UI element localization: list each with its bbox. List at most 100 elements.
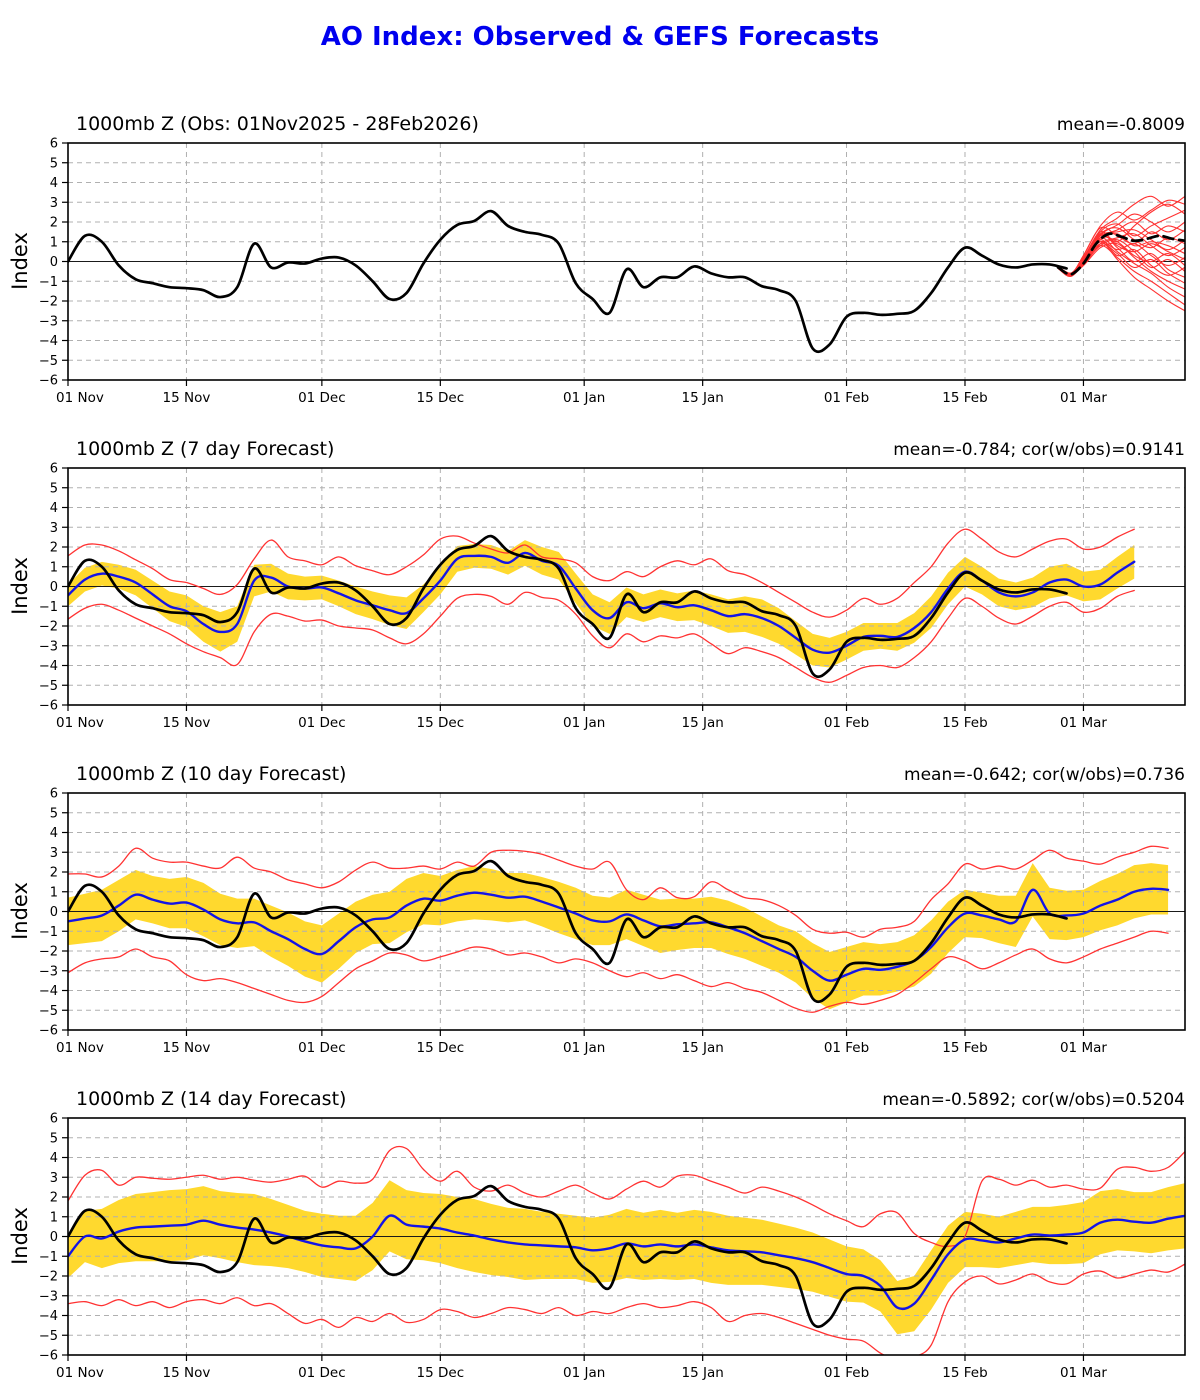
ensemble-members xyxy=(1057,195,1185,312)
svg-text:3: 3 xyxy=(50,196,58,211)
svg-text:−4: −4 xyxy=(39,1309,58,1324)
svg-text:6: 6 xyxy=(50,462,58,477)
svg-text:01 Mar: 01 Mar xyxy=(1060,390,1107,406)
svg-text:0: 0 xyxy=(50,255,58,270)
svg-text:1: 1 xyxy=(50,1210,58,1225)
svg-text:5: 5 xyxy=(50,806,58,821)
panel-4-ylabel: Index xyxy=(8,1207,32,1265)
ensemble-mean-line xyxy=(1056,232,1185,276)
forecast-mean-line xyxy=(68,887,1170,982)
svg-text:01 Dec: 01 Dec xyxy=(298,715,346,731)
svg-text:15 Nov: 15 Nov xyxy=(163,715,211,731)
svg-text:2: 2 xyxy=(50,216,58,231)
panel-1-plot: −6 −5 −4 −3 −2 −1 0 1 2 3 4 5 6 01 Nov 15 Nov 01 Dec 15 … xyxy=(39,137,1186,407)
svg-text:01 Jan: 01 Jan xyxy=(563,715,605,731)
svg-text:−1: −1 xyxy=(39,925,58,940)
panel-2-title: 1000mb Z (7 day Forecast) xyxy=(76,438,335,460)
svg-text:15 Nov: 15 Nov xyxy=(163,1040,211,1056)
spread-band xyxy=(68,1180,1185,1335)
panel-3-title: 1000mb Z (10 day Forecast) xyxy=(76,763,347,785)
svg-text:1: 1 xyxy=(50,235,58,250)
observed-line xyxy=(68,209,1068,354)
svg-text:01 Mar: 01 Mar xyxy=(1060,1040,1107,1056)
svg-text:01 Dec: 01 Dec xyxy=(298,390,346,406)
svg-text:−2: −2 xyxy=(39,945,58,960)
envelope-max xyxy=(68,845,1169,938)
panel-2-plot: −6 −5 −4 −3 −2 −1 0 1 2 3 4 5 6 01 Nov 15 Nov 01 Dec 15 … xyxy=(39,462,1186,731)
svg-text:0: 0 xyxy=(50,580,58,595)
axis-ticks-labels: −6 −5 −4 −3 −2 −1 0 1 2 3 4 5 6 01 Nov 15 Nov 01 Dec 15 … xyxy=(39,787,1108,1057)
svg-text:01 Feb: 01 Feb xyxy=(824,1365,869,1381)
svg-text:15 Dec: 15 Dec xyxy=(417,390,465,406)
svg-text:15 Feb: 15 Feb xyxy=(942,390,987,406)
svg-text:5: 5 xyxy=(50,481,58,496)
svg-text:5: 5 xyxy=(50,1131,58,1146)
svg-text:3: 3 xyxy=(50,1171,58,1186)
svg-text:01 Feb: 01 Feb xyxy=(824,390,869,406)
svg-text:01 Feb: 01 Feb xyxy=(824,1040,869,1056)
envelope-min xyxy=(68,930,1169,1013)
svg-text:15 Dec: 15 Dec xyxy=(417,715,465,731)
svg-text:01 Mar: 01 Mar xyxy=(1060,715,1107,731)
svg-text:−3: −3 xyxy=(39,314,58,329)
svg-text:01 Jan: 01 Jan xyxy=(563,390,605,406)
svg-text:4: 4 xyxy=(50,176,58,191)
observed-line xyxy=(68,534,1068,679)
svg-text:01 Nov: 01 Nov xyxy=(56,390,104,406)
svg-text:4: 4 xyxy=(50,1151,58,1166)
svg-text:1: 1 xyxy=(50,885,58,900)
svg-text:15 Jan: 15 Jan xyxy=(682,1365,724,1381)
axis-ticks-labels: −6 −5 −4 −3 −2 −1 0 1 2 3 4 5 6 01 Nov 15 Nov 01 Dec 15 … xyxy=(39,137,1108,407)
svg-text:15 Dec: 15 Dec xyxy=(417,1040,465,1056)
envelope-max xyxy=(68,528,1135,618)
svg-text:6: 6 xyxy=(50,1112,58,1127)
svg-text:01 Jan: 01 Jan xyxy=(563,1365,605,1381)
svg-text:15 Nov: 15 Nov xyxy=(163,390,211,406)
svg-text:15 Jan: 15 Jan xyxy=(682,1040,724,1056)
svg-text:−5: −5 xyxy=(39,1329,58,1344)
svg-text:3: 3 xyxy=(50,846,58,861)
panel-3-ylabel: Index xyxy=(8,882,32,940)
svg-text:15 Jan: 15 Jan xyxy=(682,390,724,406)
svg-text:01 Dec: 01 Dec xyxy=(298,1040,346,1056)
svg-text:6: 6 xyxy=(50,137,58,152)
envelope-min xyxy=(68,589,1135,683)
svg-text:2: 2 xyxy=(50,866,58,881)
svg-text:1: 1 xyxy=(50,560,58,575)
spread-band xyxy=(68,540,1135,668)
svg-text:−1: −1 xyxy=(39,275,58,290)
page-title: AO Index: Observed & GEFS Forecasts xyxy=(320,22,880,52)
panel-2-stats: mean=-0.784; cor(w/obs)=0.9141 xyxy=(893,440,1185,460)
svg-text:−5: −5 xyxy=(39,354,58,369)
svg-text:2: 2 xyxy=(50,541,58,556)
svg-text:−4: −4 xyxy=(39,334,58,349)
svg-text:−6: −6 xyxy=(39,374,58,389)
svg-text:01 Mar: 01 Mar xyxy=(1060,1365,1107,1381)
panel-1-series xyxy=(68,143,1185,380)
panel-4-plot: −6 −5 −4 −3 −2 −1 0 1 2 3 4 5 6 01 Nov 15 Nov 01 Dec 15 … xyxy=(39,1112,1186,1382)
svg-text:−2: −2 xyxy=(39,1270,58,1285)
svg-text:01 Feb: 01 Feb xyxy=(824,715,869,731)
panel-4-series xyxy=(68,1118,1185,1355)
svg-text:4: 4 xyxy=(50,826,58,841)
observed-line xyxy=(68,1184,1068,1329)
axis-ticks-labels: −6 −5 −4 −3 −2 −1 0 1 2 3 4 5 6 01 Nov 15 Nov 01 Dec 15 … xyxy=(39,1112,1108,1382)
panel-1-title: 1000mb Z (Obs: 01Nov2025 - 28Feb2026) xyxy=(76,113,479,135)
svg-text:2: 2 xyxy=(50,1191,58,1206)
svg-text:4: 4 xyxy=(50,501,58,516)
svg-text:−1: −1 xyxy=(39,1250,58,1265)
svg-text:−3: −3 xyxy=(39,1289,58,1304)
svg-text:−4: −4 xyxy=(39,659,58,674)
svg-text:5: 5 xyxy=(50,156,58,171)
svg-text:−2: −2 xyxy=(39,620,58,635)
panel-2-series xyxy=(68,468,1185,705)
svg-text:−6: −6 xyxy=(39,699,58,714)
svg-text:−5: −5 xyxy=(39,1004,58,1019)
svg-text:−4: −4 xyxy=(39,984,58,999)
svg-text:15 Feb: 15 Feb xyxy=(942,1365,987,1381)
svg-text:01 Nov: 01 Nov xyxy=(56,715,104,731)
svg-text:−1: −1 xyxy=(39,600,58,615)
svg-text:15 Nov: 15 Nov xyxy=(163,1365,211,1381)
svg-text:−3: −3 xyxy=(39,639,58,654)
